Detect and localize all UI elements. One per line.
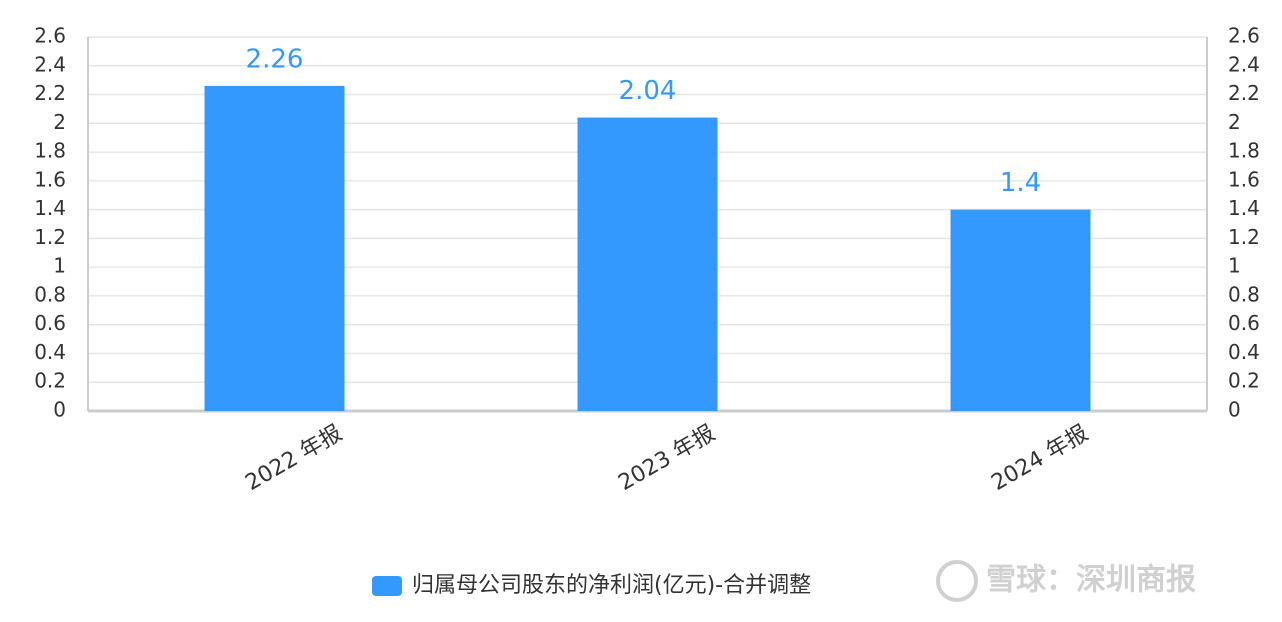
y2-tick-label: 1.8 xyxy=(1228,139,1260,163)
y2-tick-label: 2.4 xyxy=(1228,52,1260,76)
bar xyxy=(577,117,718,412)
y2-tick-label: 2 xyxy=(1228,110,1241,134)
y2-tick-label: 1.4 xyxy=(1228,196,1260,220)
y-tick-label: 1.8 xyxy=(34,139,66,163)
watermark: 雪球：深圳商报 xyxy=(936,560,1196,602)
y-tick-label: 0.6 xyxy=(34,311,66,335)
data-label: 2.26 xyxy=(246,44,304,74)
watermark-icon xyxy=(936,560,978,602)
data-label: 2.04 xyxy=(619,76,677,106)
y-tick-label: 0 xyxy=(53,398,66,422)
watermark-text: 雪球：深圳商报 xyxy=(986,563,1196,598)
legend-swatch xyxy=(372,576,402,596)
x-tick-label: 2022 年报 xyxy=(241,421,346,496)
bar xyxy=(950,209,1091,411)
y2-tick-label: 0.2 xyxy=(1228,369,1260,393)
y2-tick-label: 0.6 xyxy=(1228,311,1260,335)
legend-label: 归属母公司股东的净利润(亿元)-合并调整 xyxy=(412,573,811,598)
y-tick-label: 2 xyxy=(53,110,66,134)
y2-tick-label: 1 xyxy=(1228,254,1241,278)
y2-tick-label: 2.2 xyxy=(1228,81,1260,105)
y-tick-label: 0.2 xyxy=(34,369,66,393)
y-tick-label: 1.2 xyxy=(34,225,66,249)
y2-tick-label: 1.6 xyxy=(1228,167,1260,191)
y-tick-label: 1.6 xyxy=(34,167,66,191)
x-tick-label: 2023 年报 xyxy=(614,421,719,496)
x-tick-label: 2024 年报 xyxy=(987,421,1092,496)
y2-tick-label: 0.8 xyxy=(1228,282,1260,306)
y-tick-label: 0.4 xyxy=(34,340,66,364)
y2-tick-label: 0.4 xyxy=(1228,340,1260,364)
y2-tick-label: 2.6 xyxy=(1228,24,1260,48)
y2-tick-label: 0 xyxy=(1228,398,1241,422)
y-tick-label: 2.6 xyxy=(34,24,66,48)
y-tick-label: 2.4 xyxy=(34,52,66,76)
data-label: 1.4 xyxy=(1000,168,1041,198)
y-tick-label: 1 xyxy=(53,254,66,278)
y2-tick-label: 1.2 xyxy=(1228,225,1260,249)
y-tick-label: 1.4 xyxy=(34,196,66,220)
bar xyxy=(204,85,345,412)
y-tick-label: 2.2 xyxy=(34,81,66,105)
y-tick-label: 0.8 xyxy=(34,282,66,306)
